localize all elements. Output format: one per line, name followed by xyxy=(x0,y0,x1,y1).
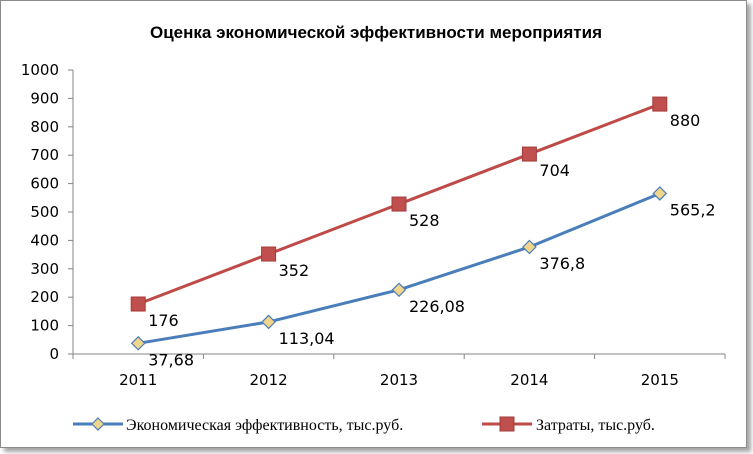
series-group: 37,68 113,04 226,08 376,8 565,2 176 352 528 704 8… xyxy=(130,96,716,369)
diamond-marker xyxy=(91,417,105,431)
y-tick-label: 300 xyxy=(30,260,59,278)
y-tick-label: 500 xyxy=(30,203,59,221)
y-axis: 0 100 200 300 400 500 600 700 800 900 1000 xyxy=(21,61,73,363)
legend-label: Экономическая эффективность, тыс.руб. xyxy=(126,417,403,434)
data-label: 704 xyxy=(539,161,570,180)
y-tick-label: 0 xyxy=(49,345,59,363)
data-label: 113,04 xyxy=(279,329,335,348)
data-label: 565,2 xyxy=(670,200,716,219)
square-marker xyxy=(130,296,146,312)
y-tick-label: 100 xyxy=(30,317,59,335)
x-tick-label: 2011 xyxy=(119,371,157,389)
diamond-marker xyxy=(261,314,276,330)
data-label: 528 xyxy=(409,211,440,230)
data-label: 37,68 xyxy=(148,350,194,369)
x-tick-label: 2014 xyxy=(510,371,548,389)
data-label: 176 xyxy=(148,311,179,330)
diamond-marker xyxy=(391,282,407,298)
legend-entry-1: Экономическая эффективность, тыс.руб. xyxy=(73,417,403,434)
legend-entry-2: Затраты, тыс.руб. xyxy=(482,416,655,434)
data-label: 376,8 xyxy=(539,254,585,273)
y-tick-label: 600 xyxy=(30,175,59,193)
y-tick-label: 700 xyxy=(30,146,59,164)
x-tick-label: 2012 xyxy=(250,371,288,389)
y-tick-label: 1000 xyxy=(21,61,59,79)
x-tick-label: 2013 xyxy=(380,371,418,389)
data-label: 226,08 xyxy=(409,297,465,316)
diamond-marker xyxy=(652,186,668,201)
diamond-marker xyxy=(130,335,146,351)
square-marker xyxy=(261,246,277,262)
data-label: 880 xyxy=(670,111,701,130)
y-tick-label: 800 xyxy=(30,118,59,136)
legend-label: Затраты, тыс.руб. xyxy=(536,417,655,434)
y-tick-label: 200 xyxy=(30,288,59,306)
legend: Экономическая эффективность, тыс.руб. Зат… xyxy=(73,416,655,434)
y-tick-label: 400 xyxy=(30,231,59,249)
chart-title: Оценка экономической эффективности мероп… xyxy=(150,23,602,42)
x-axis: 2011 2012 2013 2014 2015 xyxy=(72,354,726,389)
x-tick-label: 2015 xyxy=(641,371,679,389)
data-label: 352 xyxy=(279,261,310,280)
square-marker xyxy=(499,416,515,432)
chart-frame xyxy=(0,0,747,448)
diamond-marker xyxy=(522,239,537,255)
square-marker xyxy=(521,146,537,162)
y-tick-label: 900 xyxy=(30,89,59,107)
square-marker xyxy=(391,196,407,212)
square-marker xyxy=(652,96,668,112)
